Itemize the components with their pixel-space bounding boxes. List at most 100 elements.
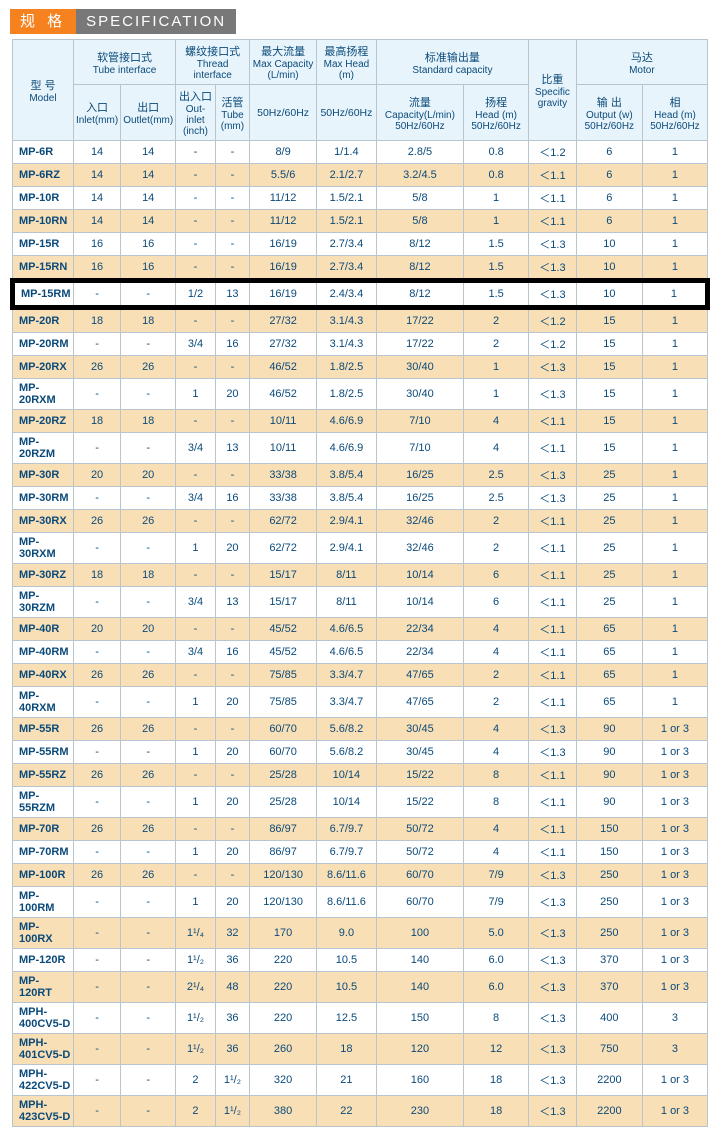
data-cell: 370 <box>576 949 642 972</box>
table-row: MP-55R2626--60/705.6/8.230/454＜1.3901 or… <box>13 718 708 741</box>
data-cell: 1 <box>642 356 707 379</box>
data-cell: 10/14 <box>317 787 377 818</box>
data-cell: 26 <box>121 664 176 687</box>
data-cell: - <box>121 741 176 764</box>
data-cell: 1.5/2.1 <box>317 187 377 210</box>
data-cell: - <box>176 818 216 841</box>
data-cell: - <box>215 664 249 687</box>
table-row: MPH-423CV5-D--21¹/₂3802223018＜1.322001 o… <box>13 1096 708 1127</box>
data-cell: - <box>215 356 249 379</box>
data-cell: ＜1.3 <box>529 379 577 410</box>
data-cell: - <box>73 1003 120 1034</box>
model-cell: MP-30RZ <box>13 564 74 587</box>
data-cell: - <box>176 718 216 741</box>
data-cell: 170 <box>250 918 317 949</box>
data-cell: 4 <box>464 841 529 864</box>
data-cell: 3.8/5.4 <box>317 464 377 487</box>
data-cell: 3.8/5.4 <box>317 487 377 510</box>
data-cell: 1 <box>642 564 707 587</box>
data-cell: 26 <box>121 510 176 533</box>
data-cell: ＜1.1 <box>529 187 577 210</box>
data-cell: 16/19 <box>250 256 317 281</box>
data-cell: 15 <box>576 333 642 356</box>
data-cell: 230 <box>376 1096 463 1127</box>
table-row: MP-70RM--12086/976.7/9.750/724＜1.11501 o… <box>13 841 708 864</box>
data-cell: 16/19 <box>250 281 317 308</box>
data-cell: 15 <box>576 433 642 464</box>
data-cell: - <box>176 164 216 187</box>
data-cell: 6.0 <box>464 949 529 972</box>
data-cell: 15/17 <box>250 564 317 587</box>
data-cell: - <box>121 1065 176 1096</box>
data-cell: 1 <box>642 510 707 533</box>
data-cell: 4 <box>464 641 529 664</box>
data-cell: 1 or 3 <box>642 718 707 741</box>
data-cell: 8/11 <box>317 564 377 587</box>
table-row: MP-30RM--3/41633/383.8/5.416/252.5＜1.325… <box>13 487 708 510</box>
data-cell: ＜1.1 <box>529 210 577 233</box>
data-cell: 26 <box>121 718 176 741</box>
data-cell: - <box>176 618 216 641</box>
data-cell: 10/14 <box>317 764 377 787</box>
model-cell: MP-30R <box>13 464 74 487</box>
data-cell: 10/14 <box>376 587 463 618</box>
model-cell: MP-30RX <box>13 510 74 533</box>
data-cell: 2 <box>176 1065 216 1096</box>
data-cell: 1 <box>642 256 707 281</box>
data-cell: 18 <box>464 1065 529 1096</box>
data-cell: 140 <box>376 949 463 972</box>
data-cell: 1 <box>642 687 707 718</box>
table-row: MP-30R2020--33/383.8/5.416/252.5＜1.3251 <box>13 464 708 487</box>
data-cell: 1 <box>642 410 707 433</box>
data-cell: - <box>121 487 176 510</box>
data-cell: 46/52 <box>250 356 317 379</box>
data-cell: ＜1.3 <box>529 356 577 379</box>
data-cell: 18 <box>317 1034 377 1065</box>
data-cell: ＜1.1 <box>529 841 577 864</box>
data-cell: 1 <box>642 379 707 410</box>
data-cell: 36 <box>215 1034 249 1065</box>
data-cell: 18 <box>464 1096 529 1127</box>
data-cell: - <box>73 972 120 1003</box>
data-cell: 10 <box>576 233 642 256</box>
data-cell: 16/25 <box>376 464 463 487</box>
model-cell: MP-15RN <box>13 256 74 281</box>
data-cell: - <box>215 308 249 333</box>
data-cell: 20 <box>73 618 120 641</box>
model-cell: MP-20RM <box>13 333 74 356</box>
data-cell: ＜1.3 <box>529 1003 577 1034</box>
data-cell: 75/85 <box>250 687 317 718</box>
data-cell: ＜1.3 <box>529 718 577 741</box>
model-cell: MP-20RZ <box>13 410 74 433</box>
data-cell: 1 or 3 <box>642 764 707 787</box>
table-row: MP-40RM--3/41645/524.6/6.522/344＜1.1651 <box>13 641 708 664</box>
data-cell: 370 <box>576 972 642 1003</box>
data-cell: 16/25 <box>376 487 463 510</box>
data-cell: 6.7/9.7 <box>317 841 377 864</box>
data-cell: 1 or 3 <box>642 787 707 818</box>
data-cell: 1 <box>642 333 707 356</box>
data-cell: ＜1.1 <box>529 164 577 187</box>
data-cell: - <box>176 764 216 787</box>
model-cell: MP-40RX <box>13 664 74 687</box>
data-cell: - <box>176 510 216 533</box>
data-cell: 2 <box>464 308 529 333</box>
data-cell: 1 <box>464 356 529 379</box>
data-cell: 1 <box>176 687 216 718</box>
data-cell: 7/10 <box>376 433 463 464</box>
data-cell: 2 <box>464 533 529 564</box>
model-cell: MP-55RZM <box>13 787 74 818</box>
table-row: MP-30RXM--12062/722.9/4.132/462＜1.1251 <box>13 533 708 564</box>
data-cell: 1.5 <box>464 233 529 256</box>
data-cell: ＜1.1 <box>529 510 577 533</box>
data-cell: 2.5 <box>464 487 529 510</box>
data-cell: 25 <box>576 533 642 564</box>
data-cell: 3.3/4.7 <box>317 687 377 718</box>
table-row: MP-55RZM--12025/2810/1415/228＜1.1901 or … <box>13 787 708 818</box>
data-cell: 250 <box>576 864 642 887</box>
data-cell: - <box>121 687 176 718</box>
model-cell: MPH-400CV5-D <box>13 1003 74 1034</box>
data-cell: 8 <box>464 764 529 787</box>
model-cell: MP-55RM <box>13 741 74 764</box>
data-cell: 1 <box>176 379 216 410</box>
